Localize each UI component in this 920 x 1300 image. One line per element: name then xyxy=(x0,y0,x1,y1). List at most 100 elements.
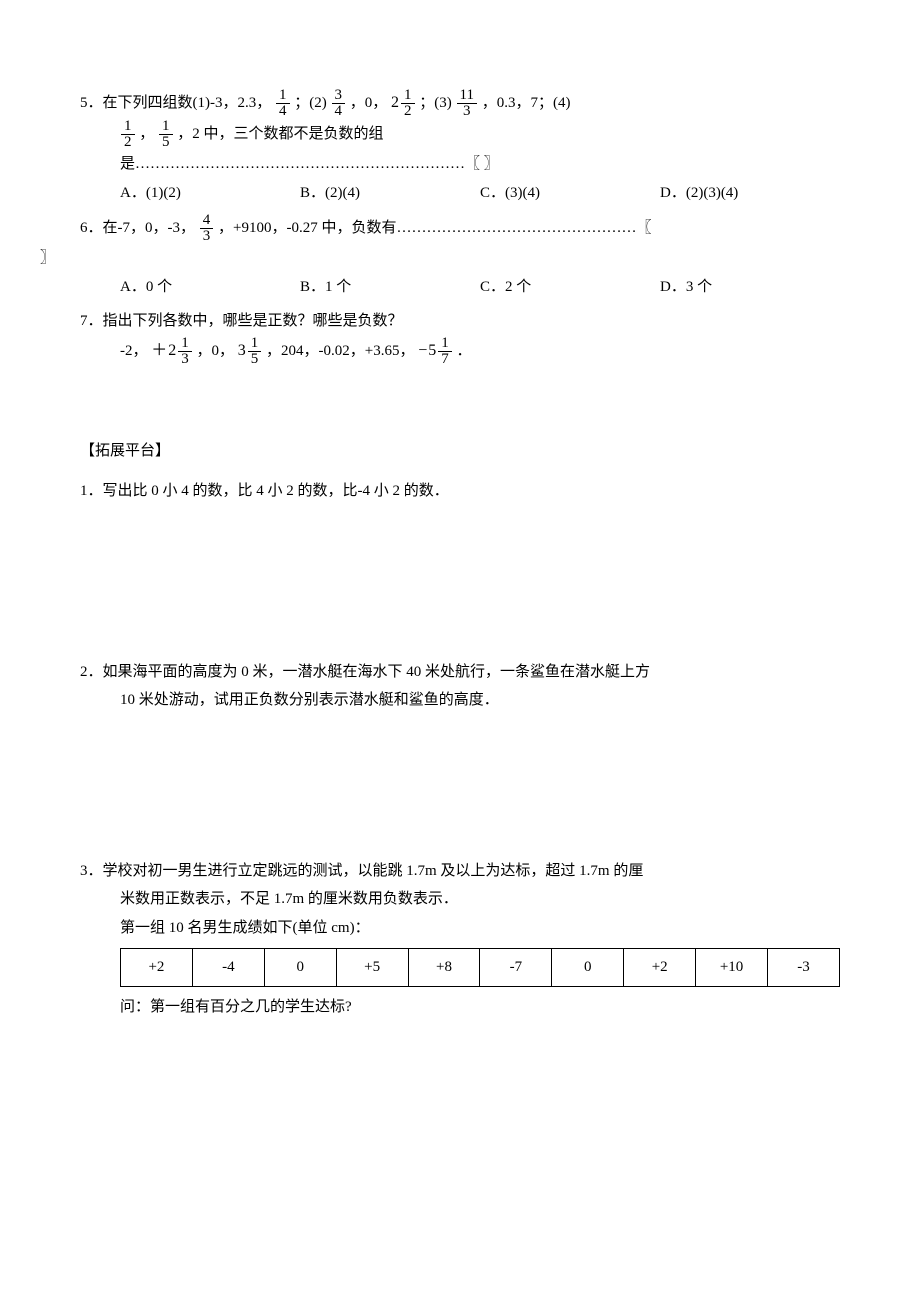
frac: 1 3 xyxy=(178,336,192,367)
q6-bracket-close-line: 〗 xyxy=(40,244,840,273)
fraction-4-3: 4 3 xyxy=(200,213,214,244)
frac-num: 1 xyxy=(178,336,192,352)
option-d: D．3 个 xyxy=(660,273,840,302)
fraction-1-4: 1 4 xyxy=(276,88,290,119)
mixed-whole: 2 xyxy=(391,88,400,118)
cell: 0 xyxy=(552,949,624,987)
mixed-2-1-2: 2 1 2 xyxy=(391,88,416,119)
frac-den: 2 xyxy=(401,104,415,119)
sign: − xyxy=(418,336,428,366)
dots: ………………………………………………………… xyxy=(135,156,465,172)
cell: 0 xyxy=(264,949,336,987)
q6-line1: 6．在-7，0，-3， 4 3 ，+9100，-0.27 中，负数有………………… xyxy=(80,213,840,244)
frac-den: 5 xyxy=(159,135,173,150)
ext-q3: 3．学校对初一男生进行立定跳远的测试，以能跳 1.7m 及以上为达标，超过 1.… xyxy=(80,857,840,1022)
q6-options: A．0 个 B．1 个 C．2 个 D．3 个 xyxy=(80,273,840,302)
frac-den: 3 xyxy=(457,104,477,119)
frac-num: 4 xyxy=(200,213,214,229)
frac-num: 1 xyxy=(438,336,452,352)
mixed-whole: 2 xyxy=(168,336,177,366)
frac-den: 7 xyxy=(438,352,452,367)
cell: -7 xyxy=(480,949,552,987)
bracket-open: 〖 xyxy=(636,220,651,236)
mixed-whole: 5 xyxy=(428,336,437,366)
option-c: C．2 个 xyxy=(480,273,660,302)
q5-stem-prefix: 5．在下列四组数(1)-3，2.3， xyxy=(80,95,271,111)
option-a: A．0 个 xyxy=(120,273,300,302)
cell: +8 xyxy=(408,949,480,987)
frac-num: 1 xyxy=(248,336,262,352)
q7-list: -2， ＋ 2 1 3 ，0， 3 1 5 ，204，-0.02，+3.65， … xyxy=(80,336,840,367)
q3-table: +2 -4 0 +5 +8 -7 0 +2 +10 -3 xyxy=(120,948,840,987)
option-c: C．(3)(4) xyxy=(480,179,660,208)
frac: 1 5 xyxy=(248,336,262,367)
q5-options: A．(1)(2) B．(2)(4) C．(3)(4) D．(2)(3)(4) xyxy=(80,179,840,208)
answer-bracket: 〖 〗 xyxy=(465,156,499,172)
frac-num: 1 xyxy=(121,119,135,135)
ext-q1: 1．写出比 0 小 4 的数，比 4 小 2 的数，比-4 小 2 的数． xyxy=(80,477,840,506)
text: ，204，-0.02，+3.65， xyxy=(266,342,414,358)
cell: +10 xyxy=(696,949,768,987)
cell: -4 xyxy=(192,949,264,987)
text: ；(2) xyxy=(294,95,327,111)
q3-table-wrap: +2 -4 0 +5 +8 -7 0 +2 +10 -3 xyxy=(80,948,840,987)
fraction-11-3: 11 3 xyxy=(457,88,477,119)
text: ． xyxy=(457,342,472,358)
text: ， xyxy=(139,126,154,142)
text: 第一组 10 名男生成绩如下(单位 cm)： xyxy=(80,914,840,943)
cell: +2 xyxy=(624,949,696,987)
cell: +5 xyxy=(336,949,408,987)
text: 问：第一组有百分之几的学生达标? xyxy=(80,993,840,1022)
frac-den: 3 xyxy=(200,229,214,244)
text: ，0， xyxy=(350,95,388,111)
option-b: B．(2)(4) xyxy=(300,179,480,208)
text: 3．学校对初一男生进行立定跳远的测试，以能跳 1.7m 及以上为达标，超过 1.… xyxy=(80,857,840,886)
text: ，2 中，三个数都不是负数的组 xyxy=(177,126,383,142)
text: 米数用正数表示，不足 1.7m 的厘米数用负数表示． xyxy=(80,885,840,914)
frac-num: 1 xyxy=(401,88,415,104)
section-title: 【拓展平台】 xyxy=(80,437,840,466)
frac-num: 1 xyxy=(276,88,290,104)
frac-num: 1 xyxy=(159,119,173,135)
text: 2．如果海平面的高度为 0 米，一潜水艇在海水下 40 米处航行，一条鲨鱼在潜水… xyxy=(80,658,840,687)
frac-den: 5 xyxy=(248,352,262,367)
frac: 1 7 xyxy=(438,336,452,367)
mixed-whole: 3 xyxy=(238,336,247,366)
fraction-1-2: 1 2 xyxy=(121,119,135,150)
q7-stem: 7．指出下列各数中，哪些是正数？哪些是负数？ xyxy=(80,307,840,336)
q5-line1: 5．在下列四组数(1)-3，2.3， 1 4 ；(2) 3 4 ，0， 2 1 … xyxy=(80,88,840,119)
frac: 1 2 xyxy=(401,88,415,119)
text: 是 xyxy=(120,156,135,172)
mixed-plus-2-1-3: ＋ 2 1 3 xyxy=(151,336,193,367)
bracket-close: 〗 xyxy=(40,250,55,266)
sign: ＋ xyxy=(151,336,168,366)
frac-num: 11 xyxy=(457,88,477,104)
frac-den: 3 xyxy=(178,352,192,367)
section-extend: 【拓展平台】 1．写出比 0 小 4 的数，比 4 小 2 的数，比-4 小 2… xyxy=(80,437,840,1022)
text: 10 米处游动，试用正负数分别表示潜水艇和鲨鱼的高度． xyxy=(80,686,840,715)
text: ，0.3，7；(4) xyxy=(482,95,571,111)
fraction-1-5: 1 5 xyxy=(159,119,173,150)
frac-num: 3 xyxy=(332,88,346,104)
page-root: 5．在下列四组数(1)-3，2.3， 1 4 ；(2) 3 4 ，0， 2 1 … xyxy=(0,0,920,1061)
frac-den: 4 xyxy=(332,104,346,119)
option-d: D．(2)(3)(4) xyxy=(660,179,840,208)
q5-line2: 1 2 ， 1 5 ，2 中，三个数都不是负数的组 xyxy=(80,119,840,150)
q6-prefix: 6．在-7，0，-3， xyxy=(80,220,195,236)
cell: +2 xyxy=(121,949,193,987)
text: -2， xyxy=(120,342,148,358)
text: ；(3) xyxy=(419,95,452,111)
table-row: +2 -4 0 +5 +8 -7 0 +2 +10 -3 xyxy=(121,949,840,987)
text: ，0， xyxy=(197,342,235,358)
frac-den: 4 xyxy=(276,104,290,119)
blank-space xyxy=(80,715,840,845)
fraction-3-4: 3 4 xyxy=(332,88,346,119)
option-a: A．(1)(2) xyxy=(120,179,300,208)
q5-line3: 是…………………………………………………………〖 〗 xyxy=(80,150,840,179)
option-b: B．1 个 xyxy=(300,273,480,302)
dots: ………………………………………… xyxy=(396,220,636,236)
text: ，+9100，-0.27 中，负数有 xyxy=(218,220,396,236)
cell: -3 xyxy=(768,949,840,987)
blank-space xyxy=(80,506,840,646)
ext-q2: 2．如果海平面的高度为 0 米，一潜水艇在海水下 40 米处航行，一条鲨鱼在潜水… xyxy=(80,658,840,715)
